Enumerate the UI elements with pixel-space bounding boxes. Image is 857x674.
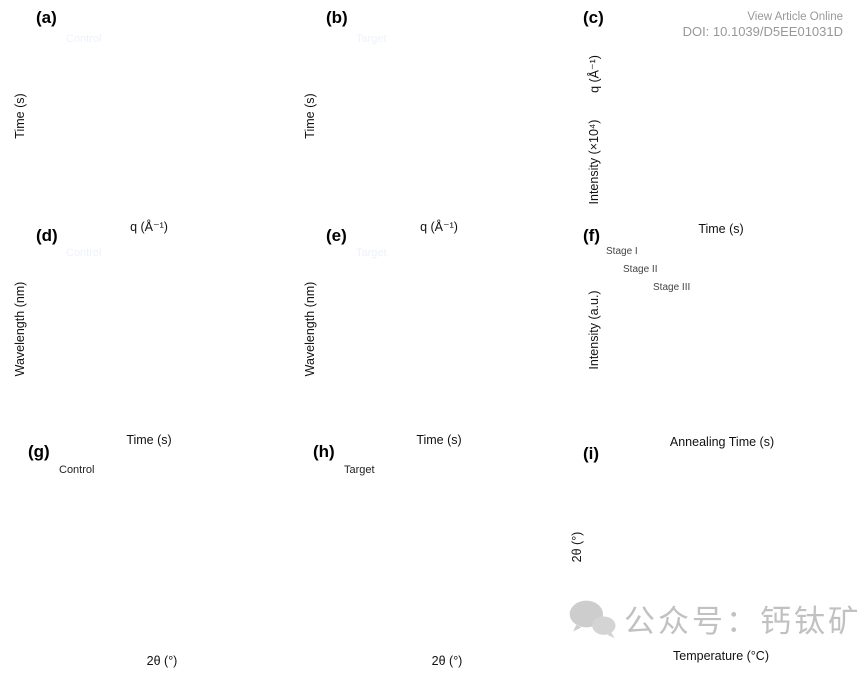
panel-g-xlabel: 2θ (°)	[146, 654, 178, 668]
watermark-line1: View Article Online	[747, 11, 843, 23]
panel-a-letter: (a)	[36, 8, 57, 27]
panel-h-sample-label: Target	[344, 464, 375, 476]
watermark-wechat: 公众号：钙钛矿人	[568, 596, 857, 641]
panel-i-ylabel: 2θ (°)	[570, 531, 584, 563]
panel-d-xlabel: Time (s)	[126, 433, 172, 447]
panel-b-letter: (b)	[326, 8, 348, 27]
wechat-icon	[569, 600, 616, 638]
panel-f-letter: (f)	[583, 226, 600, 245]
watermark-doi: DOI: 10.1039/D5EE01031D	[682, 24, 843, 40]
panel-h-letter: (h)	[313, 442, 335, 461]
panel-h-xlabel: 2θ (°)	[431, 654, 463, 668]
panel-e-xlabel: Time (s)	[416, 433, 462, 447]
panel-b-ylabel: Time (s)	[303, 93, 317, 139]
stage-3-label: Stage III	[653, 282, 691, 293]
panel-c-ylabel-intensity: Intensity (×10⁴)	[587, 119, 601, 205]
panel-f-xlabel: Annealing Time (s)	[669, 435, 775, 449]
panel-d-letter: (d)	[36, 226, 58, 245]
stage-2-label: Stage II	[623, 264, 658, 275]
panel-b-xlabel: q (Å⁻¹)	[420, 220, 458, 234]
watermark-wechat-text: 公众号：钙钛矿人	[624, 604, 857, 639]
panel-i-letter: (i)	[583, 444, 600, 463]
panel-e-letter: (e)	[326, 226, 347, 245]
panel-d-sample-label: Control	[66, 247, 102, 259]
panel-a-xlabel: q (Å⁻¹)	[130, 220, 168, 234]
watermark-view-article: View Article Online DOI: 10.1039/D5EE010…	[683, 10, 843, 41]
panel-g-sample-label: Control	[59, 464, 95, 476]
panel-i-xlabel: Temperature (°C)	[673, 649, 769, 663]
panel-c-ylabel-q: q (Å⁻¹)	[587, 55, 602, 93]
panel-d-ylabel: Wavelength (nm)	[13, 281, 27, 377]
panel-b-sample-label: Target	[356, 33, 387, 45]
panel-c-letter: (c)	[583, 8, 604, 27]
panel-f-ylabel: Intensity (a.u.)	[587, 290, 601, 370]
panel-e-sample-label: Target	[356, 247, 387, 259]
panel-c-xlabel: Time (s)	[698, 222, 744, 236]
panel-g-letter: (g)	[28, 442, 50, 461]
stage-1-label: Stage I	[606, 246, 638, 257]
panel-e-ylabel: Wavelength (nm)	[303, 281, 317, 377]
panel-a-ylabel: Time (s)	[13, 93, 27, 139]
panel-a-sample-label: Control	[66, 33, 102, 45]
